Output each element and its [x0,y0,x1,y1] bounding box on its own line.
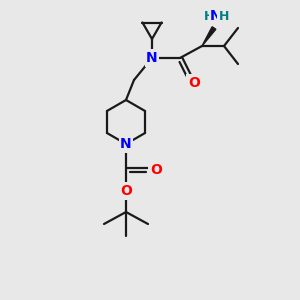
Text: O: O [150,163,162,177]
Text: O: O [188,76,200,90]
Text: H: H [219,10,229,22]
Text: N: N [210,9,222,23]
Text: N: N [120,137,132,151]
Text: H: H [204,10,214,22]
Polygon shape [202,27,216,46]
Text: O: O [120,184,132,198]
Text: N: N [146,51,158,65]
